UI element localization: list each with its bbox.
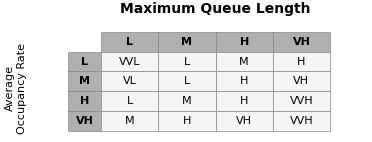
Bar: [68, 91, 101, 111]
Text: VH: VH: [292, 37, 310, 47]
Text: H: H: [240, 37, 249, 47]
Text: H: H: [297, 57, 305, 67]
Bar: [101, 32, 158, 52]
Bar: [101, 91, 158, 111]
Text: M: M: [182, 96, 192, 106]
Bar: [273, 91, 330, 111]
Text: M: M: [182, 37, 192, 47]
Text: VH: VH: [294, 76, 310, 86]
Bar: [273, 111, 330, 131]
Text: VL: VL: [123, 76, 137, 86]
Bar: [215, 71, 273, 91]
Text: H: H: [240, 96, 248, 106]
Text: L: L: [126, 96, 133, 106]
Text: VH: VH: [76, 116, 93, 126]
Bar: [158, 71, 215, 91]
Bar: [68, 71, 101, 91]
Text: VVL: VVL: [119, 57, 141, 67]
Bar: [68, 111, 101, 131]
Text: M: M: [79, 76, 90, 86]
Bar: [158, 52, 215, 71]
Text: VVH: VVH: [289, 96, 313, 106]
Text: Average
Occupancy Rate: Average Occupancy Rate: [5, 43, 27, 134]
Text: L: L: [184, 76, 190, 86]
Bar: [273, 71, 330, 91]
Text: H: H: [80, 96, 89, 106]
Bar: [158, 91, 215, 111]
Text: Maximum Queue Length: Maximum Queue Length: [120, 3, 311, 16]
Text: H: H: [183, 116, 191, 126]
Text: VVH: VVH: [289, 116, 313, 126]
Bar: [101, 71, 158, 91]
Bar: [215, 52, 273, 71]
Bar: [215, 91, 273, 111]
Bar: [158, 32, 215, 52]
Text: M: M: [239, 57, 249, 67]
Bar: [68, 52, 101, 71]
Bar: [101, 52, 158, 71]
Text: H: H: [240, 76, 248, 86]
Bar: [273, 32, 330, 52]
Bar: [101, 111, 158, 131]
Bar: [215, 32, 273, 52]
Bar: [158, 111, 215, 131]
Text: M: M: [125, 116, 135, 126]
Text: L: L: [126, 37, 133, 47]
Text: L: L: [184, 57, 190, 67]
Text: VH: VH: [236, 116, 252, 126]
Bar: [273, 52, 330, 71]
Text: L: L: [81, 57, 88, 67]
Bar: [215, 111, 273, 131]
